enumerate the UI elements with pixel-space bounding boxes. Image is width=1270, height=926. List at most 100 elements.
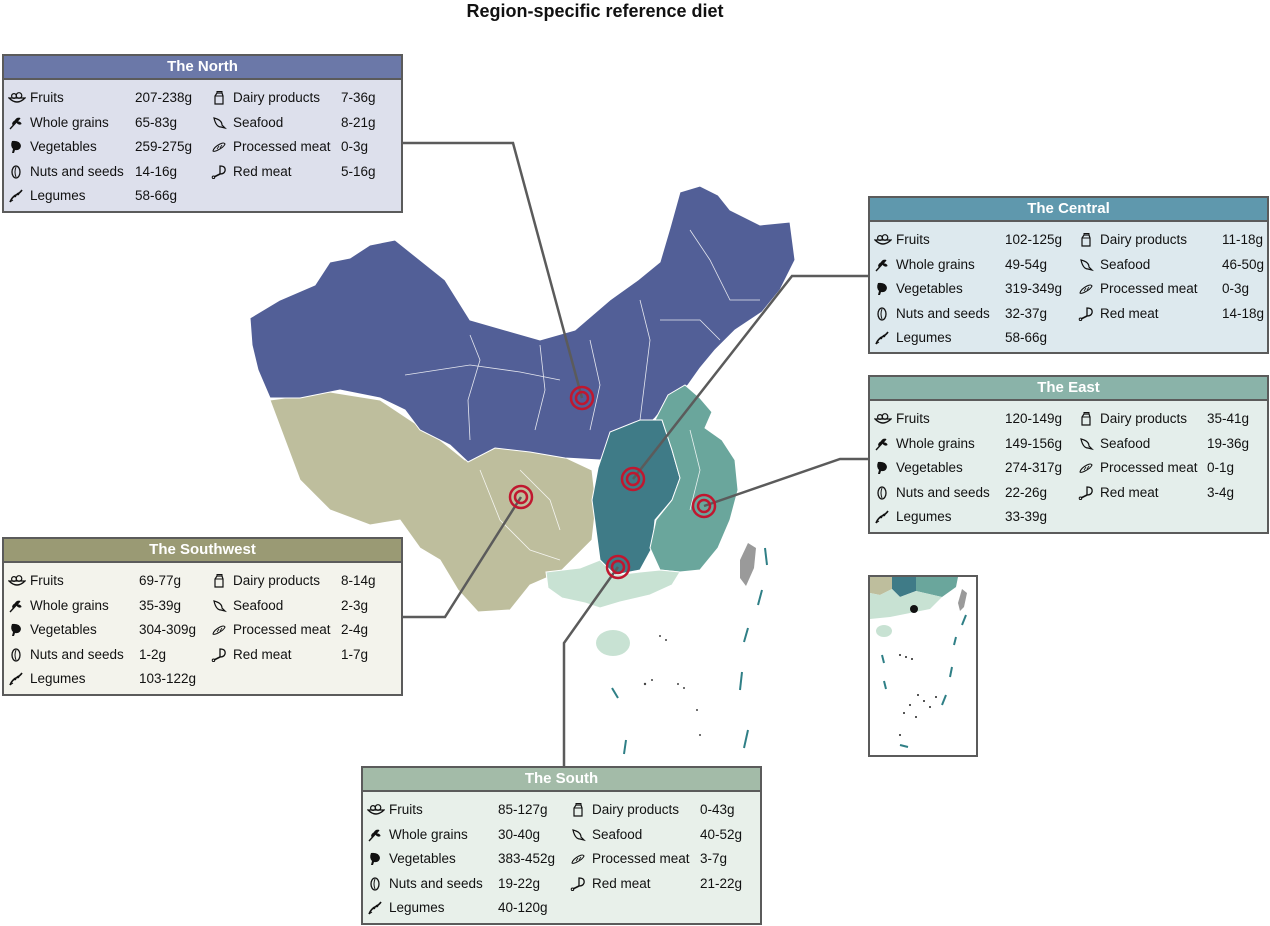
seed-icon <box>8 165 24 179</box>
leader-southwest <box>403 496 523 619</box>
region-east[interactable] <box>649 384 739 573</box>
food-amount: 103-122g <box>139 671 197 687</box>
wheat-icon <box>367 828 383 842</box>
milk-carton-icon <box>1078 233 1094 247</box>
panel-title: The East <box>870 377 1267 401</box>
panel-title: The North <box>4 56 401 80</box>
fish-icon <box>1078 437 1094 451</box>
leader-north <box>403 141 584 399</box>
marker-east <box>691 493 717 519</box>
food-amount: 30-40g <box>498 826 541 842</box>
food-label: Vegetables <box>389 851 456 867</box>
fish-icon <box>570 828 586 842</box>
food-amount: 120-149g <box>1005 411 1063 426</box>
food-label: Legumes <box>896 509 952 525</box>
food-label: Red meat <box>592 875 651 891</box>
nine-dash-line <box>611 547 768 755</box>
food-amount: 383-452g <box>498 851 556 867</box>
food-amount: 19-36g <box>1207 435 1250 451</box>
panel-southwest: The Southwest Fruits 69-77g Whole grains 35-… <box>2 537 403 696</box>
panel-title: The Southwest <box>4 539 401 563</box>
food-amount: 40-120g <box>498 900 548 916</box>
food-amount: 0-43g <box>700 802 735 817</box>
food-label: Fruits <box>896 411 930 426</box>
panel-title: The Central <box>870 198 1267 222</box>
drumstick-icon <box>570 877 586 891</box>
panel-central: The Central Fruits 102-125g Whole grains 49-… <box>868 196 1269 354</box>
food-amount: 1-2g <box>139 646 167 662</box>
food-amount: 58-66g <box>1005 330 1048 346</box>
legume-icon <box>874 510 890 524</box>
panel-east: The East Fruits 120-149g Whole grains 149-15… <box>868 375 1269 534</box>
leader-east <box>703 457 868 508</box>
south-china-sea-inset <box>868 575 978 757</box>
food-label: Nuts and seeds <box>896 305 990 321</box>
province-boundaries <box>404 229 760 561</box>
panel-north: The North Fruits 207-238g Whole grains 65-83… <box>2 54 403 213</box>
food-label: Legumes <box>30 671 86 687</box>
milk-carton-icon <box>1078 412 1094 426</box>
hainan-island <box>596 630 630 656</box>
vegetable-icon <box>874 282 890 296</box>
leader-south <box>562 566 620 766</box>
sausage-icon <box>1078 282 1094 296</box>
legume-icon <box>8 189 24 203</box>
food-amount: 35-39g <box>139 597 182 613</box>
vegetable-icon <box>367 852 383 866</box>
food-label: Whole grains <box>30 114 109 130</box>
sausage-icon <box>570 852 586 866</box>
seed-icon <box>874 307 890 321</box>
food-amount: 35-41g <box>1207 411 1250 426</box>
seed-icon <box>874 486 890 500</box>
fruit-bowl-icon <box>8 574 26 588</box>
food-label: Nuts and seeds <box>30 646 124 662</box>
food-label: Vegetables <box>896 460 963 476</box>
region-south[interactable] <box>545 559 681 609</box>
food-amount: 32-37g <box>1005 305 1048 321</box>
food-amount: 3-4g <box>1207 484 1235 500</box>
sausage-icon <box>211 140 227 154</box>
food-amount: 8-21g <box>341 114 376 130</box>
sausage-icon <box>1078 461 1094 475</box>
fruit-bowl-icon <box>8 91 26 105</box>
food-amount: 2-3g <box>341 597 369 613</box>
food-label: Red meat <box>233 646 292 662</box>
food-amount: 5-16g <box>341 163 376 179</box>
food-amount: 207-238g <box>135 90 193 105</box>
food-label: Fruits <box>30 573 64 588</box>
food-label: Whole grains <box>30 597 109 613</box>
food-label: Vegetables <box>30 139 97 155</box>
food-label: Nuts and seeds <box>30 163 124 179</box>
food-label: Fruits <box>389 802 423 817</box>
food-label: Processed meat <box>1100 460 1198 476</box>
food-amount: 21-22g <box>700 875 743 891</box>
chart-title: Region-specific reference diet <box>466 1 724 21</box>
food-amount: 22-26g <box>1005 484 1048 500</box>
food-amount: 1-7g <box>341 646 369 662</box>
drumstick-icon <box>1078 307 1094 321</box>
food-label: Seafood <box>233 597 284 613</box>
food-label: Fruits <box>30 90 64 105</box>
drumstick-icon <box>1078 486 1094 500</box>
legume-icon <box>367 901 383 915</box>
food-amount: 319-349g <box>1005 281 1063 297</box>
food-amount: 0-3g <box>341 139 369 155</box>
fish-icon <box>1078 258 1094 272</box>
milk-carton-icon <box>211 574 227 588</box>
drumstick-icon <box>211 648 227 662</box>
fish-icon <box>211 599 227 613</box>
seed-icon <box>8 648 24 662</box>
food-label: Red meat <box>233 163 292 179</box>
food-amount: 69-77g <box>139 573 182 588</box>
food-label: Seafood <box>592 826 643 842</box>
marker-southwest <box>508 484 534 510</box>
food-amount: 85-127g <box>498 802 548 817</box>
food-amount: 40-52g <box>700 826 743 842</box>
food-label: Whole grains <box>389 826 468 842</box>
food-label: Processed meat <box>1100 281 1198 297</box>
region-markers <box>508 385 717 580</box>
food-label: Processed meat <box>233 139 331 155</box>
marker-south <box>605 554 631 580</box>
food-amount: 0-3g <box>1222 281 1250 297</box>
vegetable-icon <box>8 623 24 637</box>
